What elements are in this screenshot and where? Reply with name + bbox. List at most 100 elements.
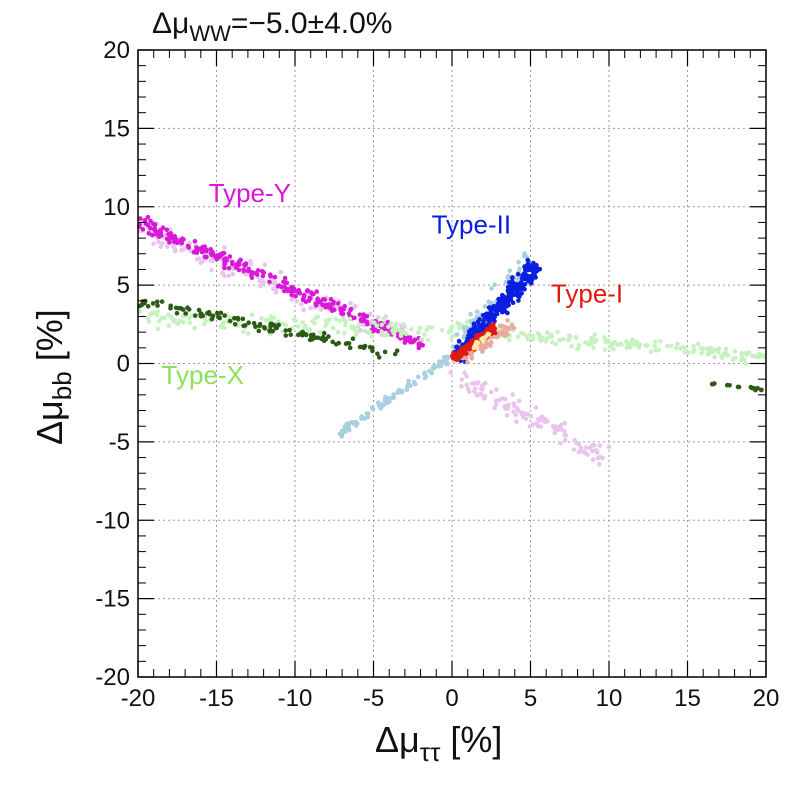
data-point <box>155 309 160 314</box>
data-point <box>755 385 760 391</box>
data-point <box>459 377 465 382</box>
data-point <box>756 354 761 360</box>
axis-ticks: -20 -15 -10 -5 0 5 10 15 20 -20 -15 -10 -5 0 5 10 15 20 <box>95 37 779 712</box>
data-point <box>246 331 251 336</box>
data-point <box>426 325 431 330</box>
data-point <box>478 386 484 392</box>
data-point <box>241 267 246 272</box>
data-point <box>455 320 460 326</box>
data-point <box>230 271 236 277</box>
series-label-type-i: Type-I <box>551 278 623 308</box>
y-axis-title-subscript: bb <box>47 371 77 400</box>
data-point <box>597 443 603 448</box>
data-point <box>716 349 721 355</box>
data-point <box>596 462 602 467</box>
data-point <box>210 313 216 319</box>
data-point <box>712 355 718 360</box>
data-point <box>520 276 526 282</box>
data-point <box>439 359 445 364</box>
data-point <box>146 231 152 236</box>
data-point <box>306 327 311 332</box>
data-point <box>480 392 485 398</box>
data-point <box>275 319 281 324</box>
data-point <box>342 303 348 309</box>
data-point <box>443 361 449 367</box>
data-point <box>283 333 289 338</box>
series-type-y <box>137 214 426 351</box>
data-point <box>155 326 161 332</box>
data-point <box>249 312 255 318</box>
data-point <box>522 281 528 287</box>
data-point <box>474 393 480 398</box>
data-point <box>575 346 580 352</box>
data-point <box>288 332 294 338</box>
data-point <box>483 313 489 318</box>
data-point <box>519 330 524 336</box>
data-point <box>368 311 373 317</box>
data-point <box>510 288 515 294</box>
data-point <box>319 336 324 342</box>
data-point <box>534 266 539 271</box>
data-point <box>512 403 517 409</box>
data-point <box>146 222 151 228</box>
data-point <box>736 384 742 390</box>
data-point <box>495 307 501 313</box>
data-point <box>287 327 292 333</box>
data-point <box>488 327 494 332</box>
data-point <box>372 320 377 326</box>
data-point <box>358 317 364 322</box>
data-point <box>137 308 143 314</box>
data-point <box>590 336 595 341</box>
data-point <box>402 340 408 345</box>
data-point <box>282 275 288 281</box>
data-point <box>348 300 353 306</box>
data-point <box>241 323 246 329</box>
data-point <box>375 351 380 357</box>
data-point <box>375 328 381 334</box>
data-point <box>516 398 522 404</box>
data-point <box>448 370 454 375</box>
data-point <box>425 338 431 343</box>
data-point <box>145 214 151 220</box>
data-point <box>712 381 717 386</box>
data-point <box>164 227 170 233</box>
data-point <box>530 422 536 427</box>
data-point <box>459 384 464 389</box>
data-point <box>254 272 260 277</box>
data-point <box>525 277 530 282</box>
data-point <box>309 334 314 339</box>
data-point <box>472 344 478 349</box>
data-point <box>739 351 744 356</box>
data-point <box>634 339 639 345</box>
data-point <box>488 340 494 345</box>
data-point <box>515 334 521 339</box>
series-type-x-light- <box>137 308 767 367</box>
data-point <box>451 350 456 356</box>
data-point <box>533 405 539 410</box>
data-point <box>315 297 320 302</box>
data-point <box>291 317 297 322</box>
data-point <box>566 333 572 338</box>
data-point <box>339 430 345 436</box>
data-point <box>514 419 519 425</box>
data-point <box>504 403 510 408</box>
data-point <box>151 227 157 232</box>
data-point <box>500 329 506 334</box>
data-point <box>226 265 232 271</box>
data-point <box>630 341 635 346</box>
data-point <box>314 303 319 308</box>
data-point <box>282 288 287 294</box>
data-point <box>351 327 357 332</box>
data-point <box>249 270 254 275</box>
data-point <box>438 363 444 369</box>
data-point <box>397 327 403 333</box>
data-point <box>454 344 459 350</box>
data-point <box>595 455 601 461</box>
data-point <box>537 418 543 423</box>
data-point <box>349 420 355 425</box>
x-axis-title-prefix: Δμ <box>375 719 420 760</box>
data-point <box>271 315 277 321</box>
data-point <box>222 265 227 271</box>
data-point <box>172 246 178 252</box>
data-point <box>492 326 498 331</box>
